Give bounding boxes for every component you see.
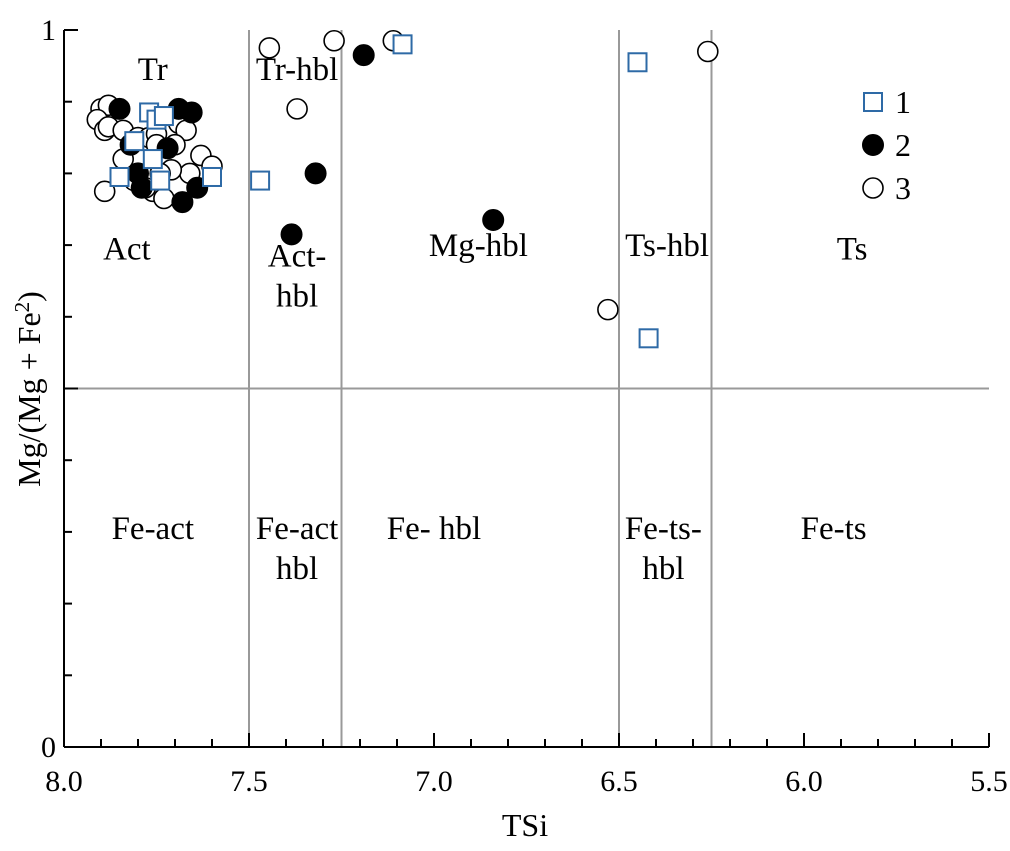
data-point-series-2	[280, 223, 303, 246]
field-label: Tr	[138, 52, 168, 88]
y-axis-title-superscript: 2	[10, 302, 34, 313]
data-point-series-1	[153, 106, 174, 127]
x-tick-label: 5.5	[970, 765, 1008, 798]
y-axis-title-main: Mg/(Mg + Fe	[11, 312, 47, 487]
field-label: Ts	[837, 231, 868, 267]
data-point-series-1	[202, 166, 222, 187]
field-label: Act-hbl	[268, 239, 327, 315]
data-point-series-1	[627, 52, 648, 73]
data-point-series-1	[392, 34, 413, 55]
field-label: Fe-act	[112, 511, 194, 547]
data-point-series-1	[109, 166, 130, 187]
y-axis-title-close: )	[11, 291, 47, 302]
data-point-series-3	[153, 187, 175, 210]
y-axis-title: Mg/(Mg + Fe2)	[10, 291, 47, 487]
legend-label-series-3: 3	[895, 170, 911, 206]
legend: 1 2 3	[862, 84, 911, 206]
data-point-series-3	[258, 37, 281, 59]
data-point-series-3	[286, 98, 308, 120]
axis-ticks	[63, 29, 990, 748]
data-point-series-1	[124, 131, 145, 152]
x-tick-label: 7.5	[230, 765, 268, 798]
legend-label-series-1: 1	[895, 84, 911, 120]
x-axis-title: TSi	[502, 807, 548, 843]
data-point-series-2	[482, 209, 505, 232]
legend-marker-series-2	[862, 134, 884, 156]
field-label: Ts-hbl	[625, 228, 709, 264]
x-tick-label: 6.5	[600, 765, 638, 798]
data-point-series-1	[150, 170, 171, 191]
legend-label-series-2: 2	[895, 127, 911, 163]
field-label: Fe-act hbl	[256, 511, 338, 587]
data-point-series-2	[180, 101, 203, 124]
axis-tick-labels: 8.0 7.5 7.0 6.5 6.0 5.5 0 1	[41, 14, 1008, 798]
x-tick-label: 8.0	[45, 765, 83, 798]
field-label: Mg-hbl	[429, 228, 528, 264]
data-point-series-2	[108, 97, 131, 120]
data-point-series-2	[352, 44, 375, 67]
field-label: Fe-ts	[801, 511, 867, 547]
data-point-series-1	[142, 149, 163, 170]
data-points	[86, 29, 719, 349]
legend-marker-series-1	[863, 92, 883, 112]
legend-marker-series-3	[862, 177, 884, 199]
data-point-series-2	[304, 162, 327, 185]
data-point-series-1	[638, 328, 659, 349]
y-tick-label: 0	[41, 731, 56, 764]
field-label: Fe- hbl	[387, 511, 481, 547]
x-tick-label: 6.0	[785, 765, 823, 798]
data-point-series-3	[696, 40, 719, 63]
field-label: Act	[103, 231, 151, 267]
field-label: Fe-ts-hbl	[625, 511, 702, 587]
data-point-series-1	[250, 170, 271, 191]
field-boundaries	[64, 30, 989, 747]
data-point-series-2	[130, 176, 153, 199]
x-tick-label: 7.0	[415, 765, 453, 798]
data-point-series-3	[323, 29, 345, 52]
data-point-series-2	[171, 191, 194, 214]
data-point-series-3	[597, 298, 619, 321]
y-tick-label: 1	[41, 14, 56, 47]
